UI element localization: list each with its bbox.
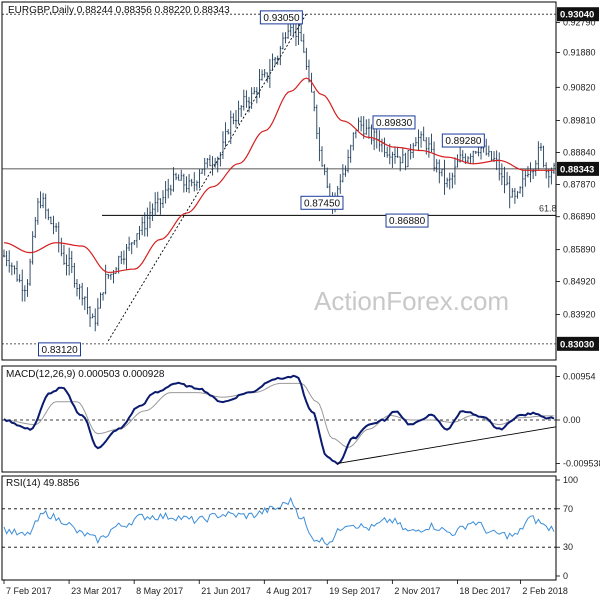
price-tag-box: [557, 161, 599, 176]
price-y-tick-label: 0.86890: [563, 212, 596, 222]
annotation-label: 0.87450: [304, 198, 341, 209]
watermark: ActionForex.com: [314, 286, 509, 316]
price-y-tick-label: 0.87870: [563, 179, 596, 189]
x-tick-label: 8 May 2017: [136, 586, 183, 596]
macd-panel-frame: [1, 365, 557, 473]
price-y-tick-label: 0.90820: [563, 82, 596, 92]
macd-y-tick-label: -0.009538: [563, 459, 600, 469]
price-y-tick-label: 0.88840: [563, 148, 596, 158]
rsi-panel-frame: [1, 475, 557, 581]
axis-layer: 0.92790 0.91880 0.90820 0.89810 0.88840 0.878…: [3, 17, 600, 596]
x-tick-label: 7 Feb 2017: [6, 586, 52, 596]
price-header: EURGBP,Daily 0.88244 0.88356 0.88220 0.8…: [8, 5, 230, 16]
annotation-label: 0.93050: [263, 13, 300, 24]
price-layer: 0.93040 0.88343 0.83030 61.8 0.93050 0.89830 0…: [2, 7, 599, 357]
rsi-label: RSI(14) 49.8856: [6, 478, 80, 489]
price-y-tick-label: 0.89810: [563, 116, 596, 126]
x-tick-label: 2 Nov 2017: [394, 586, 440, 596]
signal-line: [3, 382, 554, 448]
x-tick-label: 21 Jun 2017: [201, 586, 251, 596]
annotation-box: [441, 133, 485, 148]
annotation-box: [259, 10, 303, 25]
macd-y-tick-label: 0.00: [563, 415, 581, 425]
annotation-label: 0.83120: [41, 345, 78, 356]
annotation-box: [300, 195, 344, 210]
macd-line: [3, 374, 555, 466]
annotation-box: [372, 115, 416, 130]
x-tick-label: 2 Feb 2018: [522, 586, 568, 596]
macd-layer: [2, 374, 557, 466]
annotation-label: 0.89830: [376, 118, 413, 129]
macd-y-tick-label: 0.00954: [563, 371, 596, 381]
x-tick-label: 4 Aug 2017: [266, 586, 312, 596]
fib-label: 61.8: [539, 203, 557, 213]
x-tick-label: 19 Sep 2017: [329, 586, 380, 596]
price-tag-label: 0.88343: [560, 164, 594, 175]
price-y-tick-label: 0.91880: [563, 47, 596, 57]
price-y-tick-label: 0.84920: [563, 277, 596, 287]
x-tick-label: 18 Dec 2017: [459, 586, 510, 596]
price-tag-box: [557, 7, 599, 22]
price-tag-label: 0.83030: [560, 339, 594, 350]
price-panel-frame: [1, 1, 557, 361]
price-tag-label: 0.93040: [560, 10, 594, 21]
rsi-y-tick-label: 100: [563, 475, 578, 485]
annotation-box: [37, 342, 81, 357]
annotation-box: [385, 213, 429, 228]
macd-label: MACD(12,26,9) 0.000503 0.000928: [6, 369, 165, 380]
x-tick-label: 23 Mar 2017: [71, 586, 122, 596]
rsi-layer: [2, 496, 556, 548]
annotation-label: 0.89280: [445, 136, 482, 147]
macd-trendline: [337, 426, 557, 464]
rsi-line: [3, 496, 555, 546]
price-tag-box: [557, 336, 599, 351]
rsi-y-tick-label: 70: [563, 504, 573, 514]
rsi-y-tick-label: 0: [563, 571, 568, 581]
moving-average-line: [3, 77, 554, 274]
price-y-tick-label: 0.92790: [563, 17, 596, 27]
rsi-y-tick-label: 30: [563, 542, 573, 552]
price-y-tick-label: 0.85890: [563, 245, 596, 255]
price-y-tick-label: 0.83920: [563, 310, 596, 320]
annotation-label: 0.86880: [389, 216, 426, 227]
